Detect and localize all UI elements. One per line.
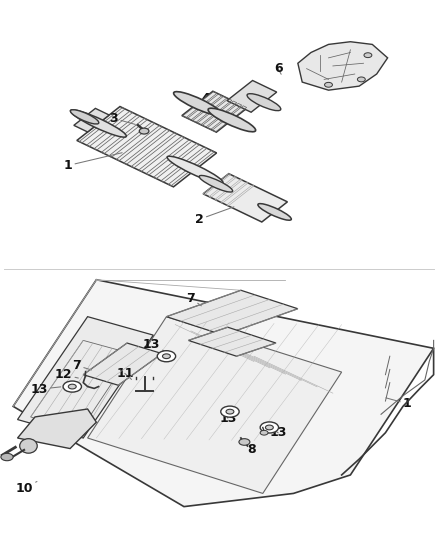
Ellipse shape	[247, 94, 281, 111]
Text: 3: 3	[110, 112, 135, 125]
Text: 10: 10	[15, 481, 37, 495]
Text: 13: 13	[142, 338, 164, 351]
Polygon shape	[188, 327, 276, 356]
Text: 1: 1	[64, 153, 122, 172]
Text: 13: 13	[219, 411, 237, 425]
Ellipse shape	[226, 409, 234, 414]
Ellipse shape	[71, 110, 126, 137]
Ellipse shape	[364, 53, 372, 58]
Text: 2: 2	[195, 207, 234, 226]
Text: 12: 12	[55, 368, 78, 381]
Polygon shape	[203, 174, 287, 222]
Ellipse shape	[208, 108, 256, 132]
Ellipse shape	[68, 384, 76, 389]
Polygon shape	[77, 107, 217, 187]
Ellipse shape	[199, 175, 233, 192]
Polygon shape	[182, 91, 247, 132]
Text: 8: 8	[243, 442, 256, 456]
Ellipse shape	[167, 156, 223, 183]
Polygon shape	[18, 317, 153, 438]
Ellipse shape	[71, 110, 99, 124]
Ellipse shape	[139, 128, 149, 134]
Polygon shape	[18, 409, 96, 449]
Ellipse shape	[265, 425, 273, 430]
Text: 11: 11	[116, 367, 134, 380]
Text: 7: 7	[72, 359, 92, 372]
Text: 7: 7	[186, 292, 201, 306]
Polygon shape	[298, 42, 388, 90]
Ellipse shape	[157, 351, 176, 362]
Ellipse shape	[260, 430, 268, 435]
Ellipse shape	[357, 77, 365, 82]
Text: 1: 1	[386, 397, 412, 410]
Text: 4: 4	[201, 92, 217, 106]
Ellipse shape	[162, 354, 170, 359]
Ellipse shape	[1, 454, 13, 461]
Text: 6: 6	[274, 62, 283, 75]
Text: 13: 13	[269, 426, 287, 439]
Polygon shape	[166, 290, 298, 335]
Polygon shape	[13, 280, 434, 506]
Polygon shape	[83, 343, 162, 385]
Text: 13: 13	[31, 383, 61, 395]
Ellipse shape	[325, 83, 332, 87]
Ellipse shape	[20, 439, 37, 453]
Polygon shape	[88, 317, 342, 494]
Ellipse shape	[260, 422, 279, 433]
Ellipse shape	[221, 406, 239, 417]
Polygon shape	[74, 108, 109, 132]
Ellipse shape	[173, 92, 221, 115]
Ellipse shape	[239, 439, 250, 445]
Ellipse shape	[63, 381, 81, 392]
Polygon shape	[227, 80, 277, 112]
Ellipse shape	[258, 204, 291, 220]
